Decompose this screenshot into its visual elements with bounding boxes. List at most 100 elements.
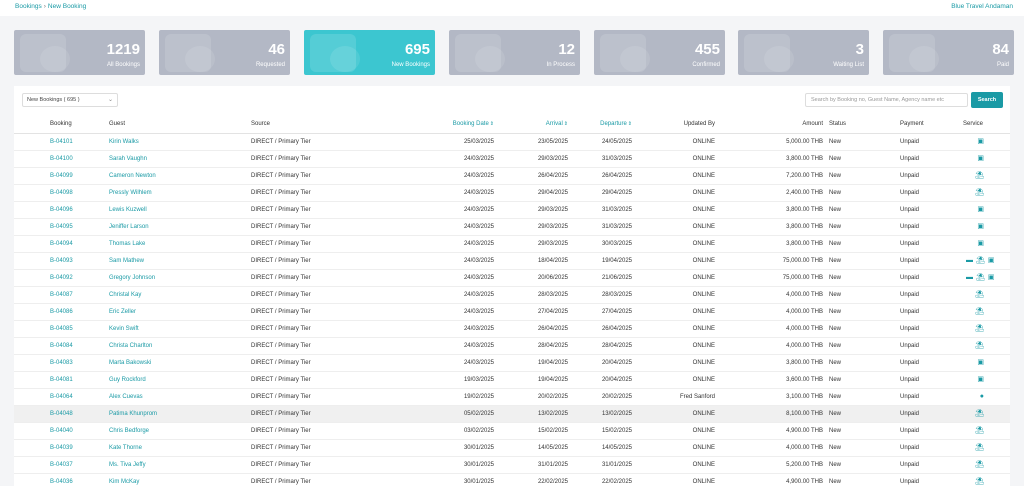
- booking-id-link[interactable]: B-04048: [14, 405, 109, 423]
- table-row[interactable]: B-04039 Kate Thorne DIRECT / Primary Tier 3…: [14, 439, 1010, 457]
- guest-name-link[interactable]: Kim McKay: [109, 473, 251, 486]
- booking-id-link[interactable]: B-04084: [14, 337, 109, 355]
- agency-name[interactable]: Blue Travel Andaman: [951, 3, 1013, 10]
- guest-name-link[interactable]: Guy Rockford: [109, 371, 251, 389]
- breadcrumb-bookings-link[interactable]: Bookings: [15, 3, 42, 10]
- bookings-panel: New Bookings ( 695 ) ⌄ Search Booking Gu…: [14, 86, 1010, 486]
- table-row[interactable]: B-04084 Christa Charlton DIRECT / Primary …: [14, 337, 1010, 355]
- booking-id-link[interactable]: B-04098: [14, 184, 109, 202]
- amount: 4,000.00 THB: [717, 286, 829, 304]
- table-row[interactable]: B-04085 Kevin Swift DIRECT / Primary Tier 2…: [14, 320, 1010, 338]
- payment-status: Unpaid: [900, 235, 963, 253]
- arrival-date: 29/04/2025: [494, 184, 568, 202]
- guest-name-link[interactable]: Pressly Wilhlem: [109, 184, 251, 202]
- departure-date: 28/03/2025: [568, 286, 632, 304]
- guest-name-link[interactable]: Sam Mathew: [109, 252, 251, 270]
- table-row[interactable]: B-04093 Sam Mathew DIRECT / Primary Tier 24…: [14, 252, 1010, 270]
- guest-name-link[interactable]: Kevin Swift: [109, 320, 251, 338]
- guest-name-link[interactable]: Kirin Walks: [109, 133, 251, 151]
- guest-name-link[interactable]: Thomas Lake: [109, 235, 251, 253]
- booking-id-link[interactable]: B-04036: [14, 473, 109, 486]
- booking-id-link[interactable]: B-04087: [14, 286, 109, 304]
- guest-name-link[interactable]: Gregory Johnson: [109, 269, 251, 287]
- guest-name-link[interactable]: Lewis Kuzwell: [109, 201, 251, 219]
- stat-card-requested[interactable]: 46 Requested: [159, 30, 290, 75]
- booking-id-link[interactable]: B-04095: [14, 218, 109, 236]
- departure-date: 22/02/2025: [568, 473, 632, 486]
- stat-card-paid[interactable]: 84 Paid: [883, 30, 1014, 75]
- table-row[interactable]: B-04040 Chris Bedforge DIRECT / Primary Ti…: [14, 422, 1010, 440]
- service-icons: ⛱: [963, 320, 1010, 338]
- booking-filter-select[interactable]: New Bookings ( 695 ) ⌄: [22, 93, 118, 107]
- booking-id-link[interactable]: B-04039: [14, 439, 109, 457]
- card-watermark-icon: [455, 34, 501, 72]
- booking-id-link[interactable]: B-04099: [14, 167, 109, 185]
- col-arrival[interactable]: Arrival⇕: [494, 115, 568, 134]
- updated-by: ONLINE: [632, 337, 717, 355]
- booking-id-link[interactable]: B-04037: [14, 456, 109, 474]
- booking-id-link[interactable]: B-04085: [14, 320, 109, 338]
- payment-status: Unpaid: [900, 473, 963, 486]
- booking-id-link[interactable]: B-04093: [14, 252, 109, 270]
- booking-id-link[interactable]: B-04096: [14, 201, 109, 219]
- guest-name-link[interactable]: Cameron Newton: [109, 167, 251, 185]
- booking-id-link[interactable]: B-04094: [14, 235, 109, 253]
- guest-name-link[interactable]: Marta Bakowski: [109, 354, 251, 372]
- amount: 3,100.00 THB: [717, 388, 829, 406]
- booking-id-link[interactable]: B-04101: [14, 133, 109, 151]
- guest-name-link[interactable]: Christa Charlton: [109, 337, 251, 355]
- col-departure[interactable]: Departure⇕: [568, 115, 632, 134]
- table-row[interactable]: B-04100 Sarah Vaughn DIRECT / Primary Tier…: [14, 150, 1010, 168]
- stat-card-in-process[interactable]: 12 In Process: [449, 30, 580, 75]
- guest-name-link[interactable]: Sarah Vaughn: [109, 150, 251, 168]
- amount: 3,800.00 THB: [717, 150, 829, 168]
- booking-id-link[interactable]: B-04100: [14, 150, 109, 168]
- booking-id-link[interactable]: B-04081: [14, 371, 109, 389]
- table-row[interactable]: B-04096 Lewis Kuzwell DIRECT / Primary Tie…: [14, 201, 1010, 219]
- beach-umbrella-icon: ⛱: [976, 257, 985, 264]
- table-row[interactable]: B-04099 Cameron Newton DIRECT / Primary Ti…: [14, 167, 1010, 185]
- status: New: [829, 252, 900, 270]
- booking-id-link[interactable]: B-04064: [14, 388, 109, 406]
- table-row[interactable]: B-04095 Jeniffer Larson DIRECT / Primary T…: [14, 218, 1010, 236]
- table-row[interactable]: B-04101 Kirin Walks DIRECT / Primary Tier 2…: [14, 133, 1010, 151]
- payment-status: Unpaid: [900, 371, 963, 389]
- guest-name-link[interactable]: Jeniffer Larson: [109, 218, 251, 236]
- departure-date: 20/04/2025: [568, 371, 632, 389]
- search-button[interactable]: Search: [971, 92, 1003, 108]
- stat-card-confirmed[interactable]: 455 Confirmed: [594, 30, 725, 75]
- table-row[interactable]: B-04094 Thomas Lake DIRECT / Primary Tier 2…: [14, 235, 1010, 253]
- table-row[interactable]: B-04083 Marta Bakowski DIRECT / Primary Ti…: [14, 354, 1010, 372]
- amount: 4,000.00 THB: [717, 337, 829, 355]
- guest-name-link[interactable]: Ms. Tiva Jeffy: [109, 456, 251, 474]
- guest-name-link[interactable]: Kate Thorne: [109, 439, 251, 457]
- beach-umbrella-icon: ⛱: [975, 172, 984, 179]
- search-input[interactable]: [805, 93, 968, 107]
- booking-id-link[interactable]: B-04092: [14, 269, 109, 287]
- col-booking-date[interactable]: Booking Date⇕: [379, 115, 494, 134]
- table-row[interactable]: B-04081 Guy Rockford DIRECT / Primary Tier…: [14, 371, 1010, 389]
- booking-id-link[interactable]: B-04083: [14, 354, 109, 372]
- guest-name-link[interactable]: Eric Zeller: [109, 303, 251, 321]
- table-row[interactable]: B-04087 Christal Kay DIRECT / Primary Tier…: [14, 286, 1010, 304]
- arrival-date: 19/04/2025: [494, 371, 568, 389]
- table-row[interactable]: B-04092 Gregory Johnson DIRECT / Primary T…: [14, 269, 1010, 287]
- stat-card-all-bookings[interactable]: 1219 All Bookings: [14, 30, 145, 75]
- table-row[interactable]: B-04036 Kim McKay DIRECT / Primary Tier 30/…: [14, 473, 1010, 486]
- table-row[interactable]: B-04098 Pressly Wilhlem DIRECT / Primary T…: [14, 184, 1010, 202]
- guest-name-link[interactable]: Chris Bedforge: [109, 422, 251, 440]
- booking-id-link[interactable]: B-04040: [14, 422, 109, 440]
- guest-name-link[interactable]: Alex Cuevas: [109, 388, 251, 406]
- table-row[interactable]: B-04037 Ms. Tiva Jeffy DIRECT / Primary Ti…: [14, 456, 1010, 474]
- table-row[interactable]: B-04086 Eric Zeller DIRECT / Primary Tier 2…: [14, 303, 1010, 321]
- booking-id-link[interactable]: B-04086: [14, 303, 109, 321]
- table-row[interactable]: B-04064 Alex Cuevas DIRECT / Primary Tier 1…: [14, 388, 1010, 406]
- payment-status: Unpaid: [900, 218, 963, 236]
- guest-name-link[interactable]: Patima Khunprom: [109, 405, 251, 423]
- table-row[interactable]: B-04048 Patima Khunprom DIRECT / Primary T…: [14, 405, 1010, 423]
- stat-card-waiting-list[interactable]: 3 Waiting List: [738, 30, 869, 75]
- stat-card-new-bookings[interactable]: 695 New Bookings: [304, 30, 435, 75]
- stat-label: Confirmed: [692, 62, 720, 68]
- arrival-date: 27/04/2025: [494, 303, 568, 321]
- guest-name-link[interactable]: Christal Kay: [109, 286, 251, 304]
